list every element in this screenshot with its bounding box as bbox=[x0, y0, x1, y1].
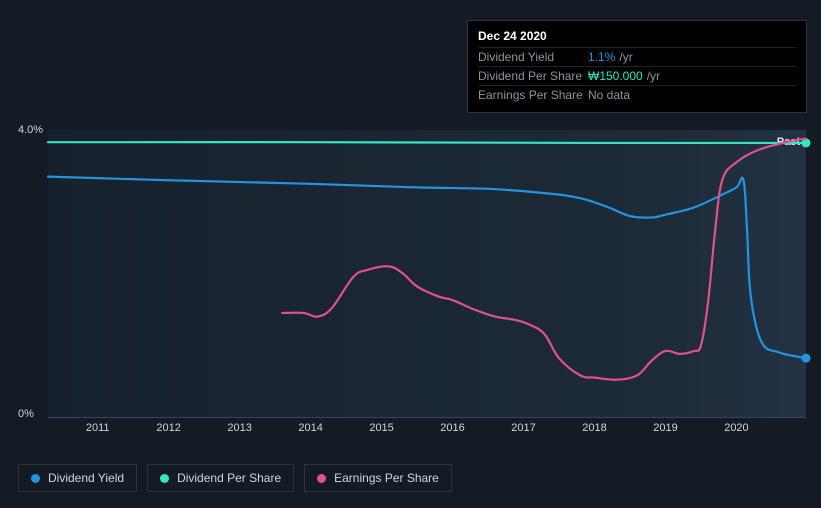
tooltip-row-label: Dividend Yield bbox=[478, 50, 588, 64]
legend-label: Earnings Per Share bbox=[334, 471, 439, 485]
tooltip-row-value: ₩150.000 bbox=[588, 69, 643, 83]
y-tick-max: 4.0% bbox=[18, 124, 43, 136]
legend-swatch bbox=[31, 474, 40, 483]
series-line bbox=[282, 139, 806, 380]
legend-item[interactable]: Dividend Yield bbox=[18, 464, 137, 492]
legend-item[interactable]: Earnings Per Share bbox=[304, 464, 452, 492]
series-end-dot bbox=[802, 354, 811, 363]
tooltip-date: Dec 24 2020 bbox=[478, 29, 796, 43]
x-tick: 2020 bbox=[724, 422, 748, 434]
legend-item[interactable]: Dividend Per Share bbox=[147, 464, 294, 492]
tooltip-row: Dividend Per Share₩150.000/yr bbox=[478, 66, 796, 85]
x-tick: 2013 bbox=[227, 422, 251, 434]
x-tick: 2018 bbox=[582, 422, 606, 434]
x-tick: 2016 bbox=[440, 422, 464, 434]
x-tick: 2015 bbox=[369, 422, 393, 434]
tooltip-row-unit: /yr bbox=[619, 50, 632, 64]
plot-area[interactable]: Past bbox=[48, 130, 806, 418]
chart-legend: Dividend Yield Dividend Per Share Earnings… bbox=[18, 464, 452, 492]
x-tick: 2011 bbox=[86, 422, 110, 434]
x-axis: 2011 2012 2013 2014 2015 2016 2017 2018 2019 2020 bbox=[48, 422, 806, 442]
series-line bbox=[48, 142, 806, 143]
tooltip-row: Dividend Yield1.1% /yr bbox=[478, 47, 796, 66]
legend-swatch bbox=[317, 474, 326, 483]
x-tick: 2019 bbox=[653, 422, 677, 434]
tooltip-row-unit: /yr bbox=[647, 69, 660, 83]
legend-label: Dividend Per Share bbox=[177, 471, 281, 485]
x-tick: 2017 bbox=[511, 422, 535, 434]
legend-label: Dividend Yield bbox=[48, 471, 124, 485]
y-tick-min: 0% bbox=[18, 408, 34, 420]
legend-swatch bbox=[160, 474, 169, 483]
x-tick: 2014 bbox=[298, 422, 322, 434]
tooltip-row-label: Dividend Per Share bbox=[478, 69, 588, 83]
chart-lines bbox=[48, 130, 806, 417]
tooltip-row-value: 1.1% bbox=[588, 50, 615, 64]
x-tick: 2012 bbox=[156, 422, 180, 434]
dividend-chart: 4.0% 0% Past 201120122013201420152016201… bbox=[18, 100, 808, 450]
series-line bbox=[48, 177, 806, 359]
